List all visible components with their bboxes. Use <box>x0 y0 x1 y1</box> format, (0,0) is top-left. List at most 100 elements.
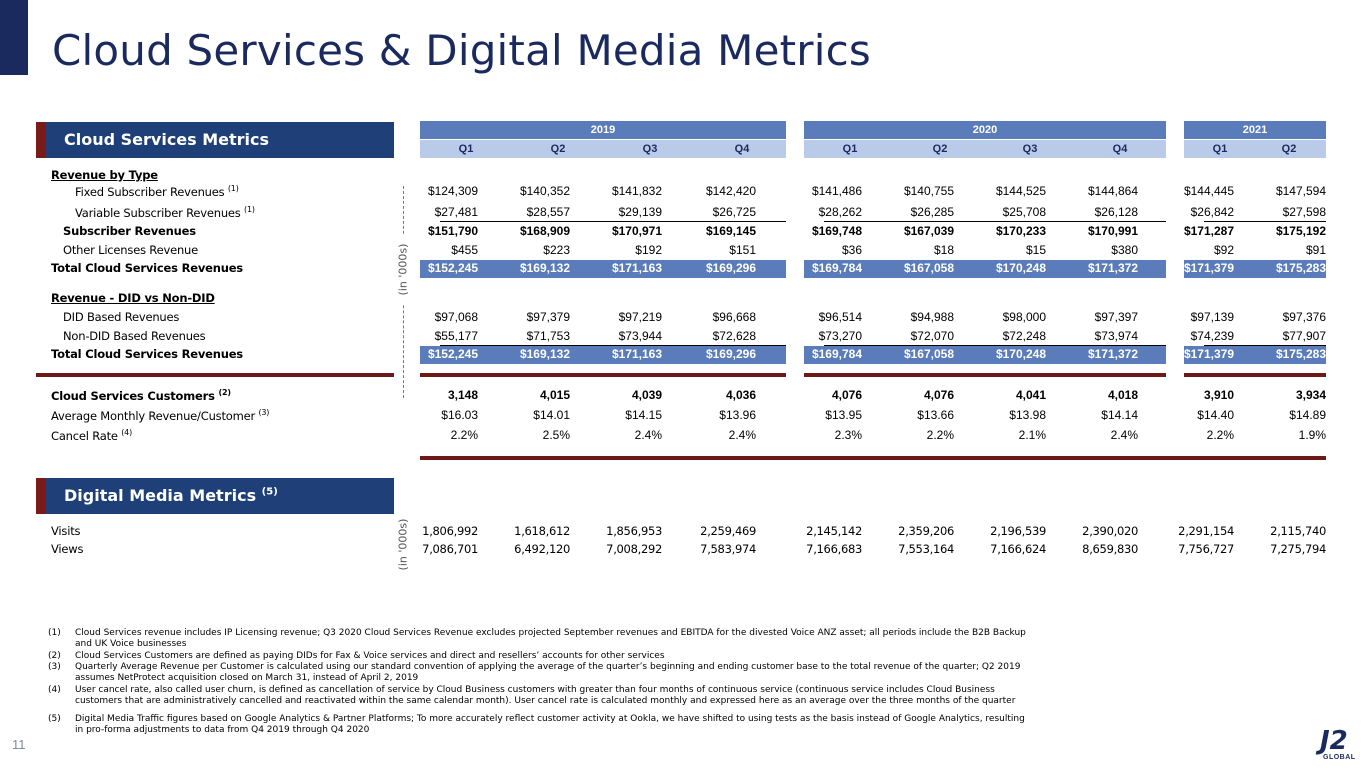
table-cell: $72,070 <box>910 329 954 343</box>
table-cell: $152,245 <box>427 261 478 275</box>
row-label-text: Cloud Services Customers <box>51 388 215 403</box>
table-cell: $169,784 <box>811 261 862 275</box>
footnote-number: (5) <box>48 714 61 724</box>
table-cell: $169,296 <box>705 261 756 275</box>
table-cell: $175,283 <box>1275 261 1326 275</box>
table-cell: $97,219 <box>618 310 662 324</box>
table-cell: $141,832 <box>611 184 662 198</box>
table-cell: $171,372 <box>1087 261 1138 275</box>
table-cell: $28,262 <box>818 205 862 219</box>
table-cell: 2.2% <box>926 428 954 442</box>
row-label-text: Cancel Rate <box>51 428 118 443</box>
table-cell: $27,481 <box>434 205 478 219</box>
table-cell: 7,275,794 <box>1270 542 1326 556</box>
total-row-band <box>1184 260 1326 278</box>
row-label: Cancel Rate (4) <box>51 428 132 443</box>
table-cell: 1,856,953 <box>606 524 662 538</box>
table-cell: $91 <box>1305 243 1326 257</box>
quarter-label-3: Q4 <box>734 143 750 155</box>
quarter-label-9: Q2 <box>1281 143 1297 155</box>
footnote-text: Cloud Services Customers are defined as … <box>75 651 665 661</box>
footnote-text: Cloud Services revenue includes IP Licen… <box>75 628 1026 638</box>
table-cell: $16.03 <box>441 408 478 422</box>
table-cell: $26,285 <box>910 205 954 219</box>
row-label-text: Average Monthly Revenue/Customer <box>51 408 255 423</box>
table-cell: $147,594 <box>1275 184 1326 198</box>
table-cell: $144,525 <box>995 184 1046 198</box>
table-cell: 4,076 <box>923 388 954 402</box>
footnote-3: (3) Quarterly Average Revenue per Custome… <box>48 662 1020 684</box>
table-cell: $141,486 <box>811 184 862 198</box>
table-cell: $26,128 <box>1094 205 1138 219</box>
row-label-text: Other Licenses Revenue <box>63 243 198 257</box>
table-cell: 2.2% <box>450 428 478 442</box>
row-label-text: Subscriber Revenues <box>63 224 196 238</box>
table-cell: 4,018 <box>1107 388 1138 402</box>
total-row-band <box>1184 346 1326 364</box>
table-cell: 4,039 <box>631 388 662 402</box>
table-cell: $171,163 <box>611 261 662 275</box>
table-cell: $73,270 <box>818 329 862 343</box>
table-cell: 2.4% <box>728 428 756 442</box>
table-cell: $171,287 <box>1183 224 1234 238</box>
row-label: Revenue by Type <box>51 168 158 182</box>
digital-media-metrics-header: Digital Media Metrics (5) <box>36 478 394 514</box>
table-cell: 2.5% <box>542 428 570 442</box>
j2-logo-global: GLOBAL <box>1323 754 1356 761</box>
separator-left <box>36 373 394 377</box>
table-cell: $18 <box>933 243 954 257</box>
subtotal-underline <box>824 221 1166 222</box>
table-cell: $455 <box>451 243 478 257</box>
table-cell: $97,139 <box>1190 310 1234 324</box>
table-cell: 7,166,624 <box>990 542 1046 556</box>
table-cell: $170,991 <box>1087 224 1138 238</box>
quarter-band-2020 <box>804 140 1166 158</box>
table-cell: 7,008,292 <box>606 542 662 556</box>
table-cell: 3,910 <box>1203 388 1234 402</box>
table-cell: $72,248 <box>1002 329 1046 343</box>
year-header-2019: 2019 <box>420 121 786 139</box>
table-cell: $169,296 <box>705 347 756 361</box>
separator-2019 <box>420 373 786 377</box>
subtotal-underline <box>1204 345 1326 346</box>
table-cell: $26,725 <box>712 205 756 219</box>
table-cell: $142,420 <box>705 184 756 198</box>
table-cell: $15 <box>1025 243 1046 257</box>
total-row-band <box>420 346 786 364</box>
row-label-footnote-ref: (4) <box>121 428 132 437</box>
table-cell: 1.9% <box>1298 428 1326 442</box>
table-cell: 4,036 <box>725 388 756 402</box>
year-header-2021: 2021 <box>1184 121 1326 139</box>
year-header-2020: 2020 <box>804 121 1166 139</box>
row-label-text: Visits <box>51 524 81 538</box>
table-cell: $151 <box>729 243 756 257</box>
table-cell: $170,248 <box>995 347 1046 361</box>
table-cell: $26,842 <box>1190 205 1234 219</box>
table-cell: 2.1% <box>1018 428 1046 442</box>
footnote-text: in pro-forma adjustments to data from Q4… <box>75 725 370 735</box>
table-cell: 3,148 <box>447 388 478 402</box>
table-cell: $169,132 <box>519 347 570 361</box>
digital-header-sup: (5) <box>261 486 278 498</box>
total-row-band <box>804 346 1166 364</box>
footnote-text: User cancel rate, also called user churn… <box>75 685 995 695</box>
digital-header-text: Digital Media Metrics <box>64 486 257 505</box>
table-cell: 4,076 <box>831 388 862 402</box>
table-cell: $167,039 <box>903 224 954 238</box>
title-accent-bar <box>0 0 28 75</box>
quarter-band-2021 <box>1184 140 1326 158</box>
table-cell: $380 <box>1111 243 1138 257</box>
footnote-number: (4) <box>48 685 61 695</box>
table-cell: 1,806,992 <box>422 524 478 538</box>
table-cell: $96,668 <box>712 310 756 324</box>
footnote-number: (1) <box>48 628 61 638</box>
table-cell: $175,283 <box>1275 347 1326 361</box>
table-cell: $167,058 <box>903 261 954 275</box>
table-cell: $29,139 <box>618 205 662 219</box>
table-cell: $55,177 <box>434 329 478 343</box>
table-cell: $92 <box>1213 243 1234 257</box>
table-cell: $97,379 <box>526 310 570 324</box>
table-cell: $169,132 <box>519 261 570 275</box>
table-cell: $27,598 <box>1282 205 1326 219</box>
row-label: DID Based Revenues <box>63 310 179 324</box>
